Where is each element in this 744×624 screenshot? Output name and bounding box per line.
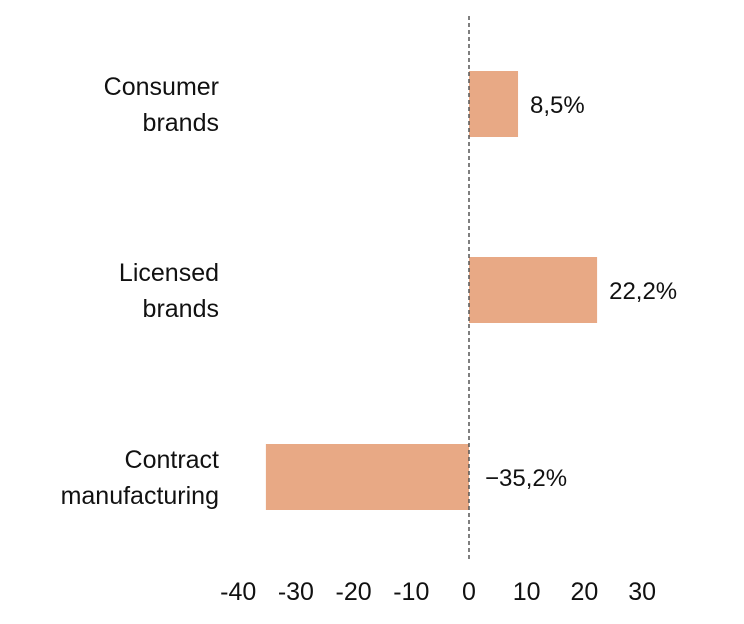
bar-0 <box>469 71 519 137</box>
labels-layer: Consumer brands 8,5% Licensed brands 22,2% Con… <box>61 73 678 510</box>
bars-layer <box>265 71 598 510</box>
value-label: −35,2% <box>485 465 567 492</box>
x-tick-label: -40 <box>220 578 256 606</box>
x-tick-label: 10 <box>513 578 541 606</box>
value-label: 8,5% <box>530 92 585 119</box>
category-label: Licensed brands <box>119 259 219 323</box>
x-axis-ticks: -40 -30 -20 -10 0 10 20 30 <box>220 578 656 606</box>
category-label: Consumer brands <box>104 73 219 137</box>
category-label: Contract manufacturing <box>61 446 219 510</box>
x-tick-label: 0 <box>462 578 476 606</box>
value-label: 22,2% <box>609 278 677 305</box>
bar-1 <box>469 257 598 323</box>
x-tick-label: 20 <box>570 578 598 606</box>
bar-2 <box>265 444 469 510</box>
x-tick-label: 30 <box>628 578 656 606</box>
x-tick-label: -30 <box>278 578 314 606</box>
x-tick-label: -20 <box>336 578 372 606</box>
x-tick-label: -10 <box>393 578 429 606</box>
